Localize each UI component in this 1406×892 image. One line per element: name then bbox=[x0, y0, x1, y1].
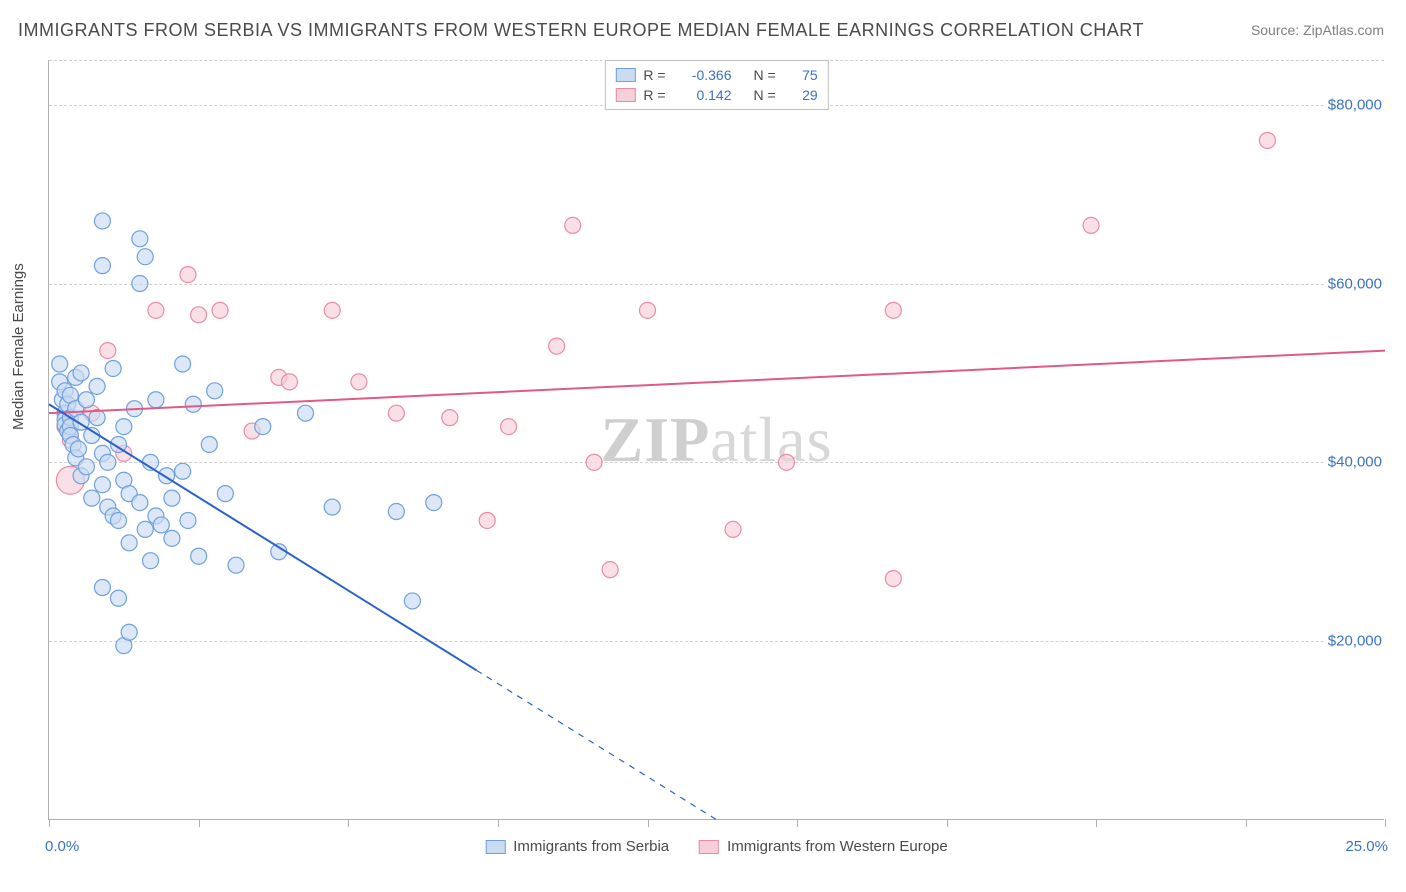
x-tick bbox=[1385, 819, 1386, 827]
scatter-svg bbox=[49, 60, 1384, 819]
r-label: R = bbox=[643, 87, 665, 103]
correlation-legend: R = -0.366 N = 75 R = 0.142 N = 29 bbox=[604, 60, 828, 110]
r-value-we: 0.142 bbox=[680, 87, 732, 103]
x-axis-label-min: 0.0% bbox=[45, 838, 79, 855]
legend-row-we: R = 0.142 N = 29 bbox=[615, 85, 817, 105]
x-tick bbox=[1096, 819, 1097, 827]
n-label: N = bbox=[754, 87, 776, 103]
x-tick bbox=[648, 819, 649, 827]
x-tick bbox=[348, 819, 349, 827]
y-axis-title: Median Female Earnings bbox=[10, 263, 27, 430]
legend-row-serbia: R = -0.366 N = 75 bbox=[615, 65, 817, 85]
r-value-serbia: -0.366 bbox=[680, 67, 732, 83]
legend-item-serbia: Immigrants from Serbia bbox=[485, 838, 669, 855]
swatch-serbia bbox=[615, 68, 635, 82]
swatch-we-bottom bbox=[699, 840, 719, 854]
x-tick bbox=[1246, 819, 1247, 827]
series-a-name: Immigrants from Serbia bbox=[513, 838, 669, 855]
series-legend: Immigrants from Serbia Immigrants from W… bbox=[485, 838, 948, 855]
n-label: N = bbox=[754, 67, 776, 83]
n-value-we: 29 bbox=[790, 87, 818, 103]
swatch-serbia-bottom bbox=[485, 840, 505, 854]
x-tick bbox=[199, 819, 200, 827]
legend-item-we: Immigrants from Western Europe bbox=[699, 838, 948, 855]
swatch-we bbox=[615, 88, 635, 102]
x-tick bbox=[797, 819, 798, 827]
r-label: R = bbox=[643, 67, 665, 83]
n-value-serbia: 75 bbox=[790, 67, 818, 83]
x-tick bbox=[947, 819, 948, 827]
source-label: Source: ZipAtlas.com bbox=[1251, 22, 1384, 38]
x-tick bbox=[49, 819, 50, 827]
x-axis-label-max: 25.0% bbox=[1345, 838, 1388, 855]
series-b-name: Immigrants from Western Europe bbox=[727, 838, 948, 855]
x-tick bbox=[498, 819, 499, 827]
chart-title: IMMIGRANTS FROM SERBIA VS IMMIGRANTS FRO… bbox=[18, 20, 1144, 41]
chart-plot-area: ZIPatlas R = -0.366 N = 75 R = 0.142 N =… bbox=[48, 60, 1384, 820]
